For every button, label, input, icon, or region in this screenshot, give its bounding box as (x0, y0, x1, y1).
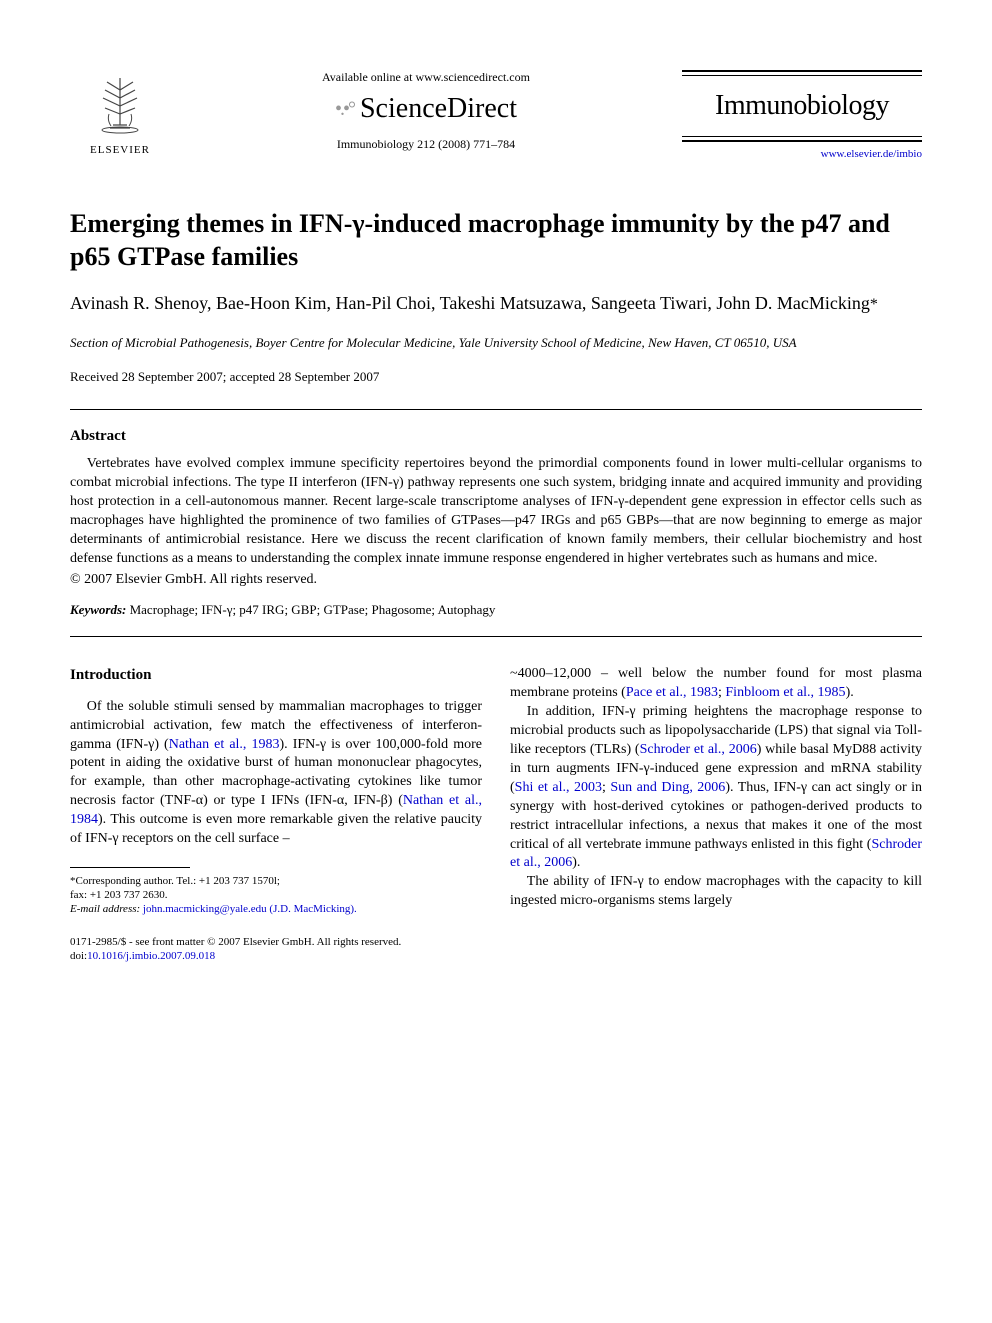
introduction-heading: Introduction (70, 665, 482, 685)
ref-pace-1983[interactable]: Pace et al., 1983 (626, 685, 718, 700)
abstract-heading: Abstract (70, 428, 922, 445)
keywords-text: Macrophage; IFN-γ; p47 IRG; GBP; GTPase;… (126, 602, 495, 617)
front-matter-line: 0171-2985/$ - see front matter © 2007 El… (70, 935, 922, 949)
abstract-text: Vertebrates have evolved complex immune … (70, 455, 922, 568)
doi-line: doi:10.1016/j.imbio.2007.09.018 (70, 949, 922, 963)
intro-para-1-cont: ~4000–12,000 – well below the number fou… (510, 665, 922, 703)
footnote-separator (70, 867, 190, 868)
journal-title-box: Immunobiology (682, 70, 922, 142)
elsevier-label: ELSEVIER (90, 144, 150, 156)
journal-box-wrapper: Immunobiology www.elsevier.de/imbio (682, 70, 922, 200)
column-right: ~4000–12,000 – well below the number fou… (510, 665, 922, 916)
corresponding-author-footnote: *Corresponding author. Tel.: +1 203 737 … (70, 874, 482, 917)
journal-reference: Immunobiology 212 (2008) 771–784 (190, 137, 662, 152)
center-header: Available online at www.sciencedirect.co… (170, 70, 682, 152)
article-dates: Received 28 September 2007; accepted 28 … (70, 369, 922, 385)
ref-shi-2003[interactable]: Shi et al., 2003 (515, 780, 602, 795)
ref-finbloom-1985[interactable]: Finbloom et al., 1985 (725, 685, 845, 700)
page-header: ELSEVIER Available online at www.science… (70, 70, 922, 200)
doi-link[interactable]: 10.1016/j.imbio.2007.09.018 (87, 950, 215, 962)
abstract-copyright: © 2007 Elsevier GmbH. All rights reserve… (70, 572, 922, 588)
intro-para-3: The ability of IFN-γ to endow macrophage… (510, 873, 922, 911)
corr-author-email: E-mail address: john.macmicking@yale.edu… (70, 902, 482, 916)
ref-schroder-2006a[interactable]: Schroder et al., 2006 (640, 742, 757, 757)
intro-para-1: Of the soluble stimuli sensed by mammali… (70, 698, 482, 849)
email-link[interactable]: john.macmicking@yale.edu (J.D. MacMickin… (140, 903, 357, 915)
ref-sun-ding-2006[interactable]: Sun and Ding, 2006 (610, 780, 725, 795)
affiliation: Section of Microbial Pathogenesis, Boyer… (70, 334, 922, 352)
body-columns: Introduction Of the soluble stimuli sens… (70, 665, 922, 916)
corr-author-fax: fax: +1 203 737 2630. (70, 888, 482, 902)
elsevier-tree-icon (85, 70, 155, 140)
column-left: Introduction Of the soluble stimuli sens… (70, 665, 482, 916)
keywords-label: Keywords: (70, 602, 126, 617)
corr-author-tel: *Corresponding author. Tel.: +1 203 737 … (70, 874, 482, 888)
sciencedirect-text: ScienceDirect (360, 93, 517, 125)
sciencedirect-dots-icon: •.•° (335, 98, 354, 121)
author-list: Avinash R. Shenoy, Bae-Hoon Kim, Han-Pil… (70, 291, 922, 316)
available-online-text: Available online at www.sciencedirect.co… (190, 70, 662, 85)
article-title: Emerging themes in IFN-γ-induced macroph… (70, 208, 922, 273)
ref-nathan-1983[interactable]: Nathan et al., 1983 (169, 737, 280, 752)
journal-url-link[interactable]: www.elsevier.de/imbio (682, 148, 922, 160)
intro-para-2: In addition, IFN-γ priming heightens the… (510, 703, 922, 873)
sciencedirect-logo: •.•° ScienceDirect (190, 93, 662, 125)
journal-name: Immunobiology (690, 90, 914, 122)
elsevier-logo: ELSEVIER (70, 70, 170, 156)
keywords-line: Keywords: Macrophage; IFN-γ; p47 IRG; GB… (70, 602, 922, 618)
footer-info: 0171-2985/$ - see front matter © 2007 El… (70, 935, 922, 964)
corresponding-marker: * (870, 296, 878, 313)
divider-top (70, 409, 922, 410)
divider-bottom (70, 636, 922, 637)
